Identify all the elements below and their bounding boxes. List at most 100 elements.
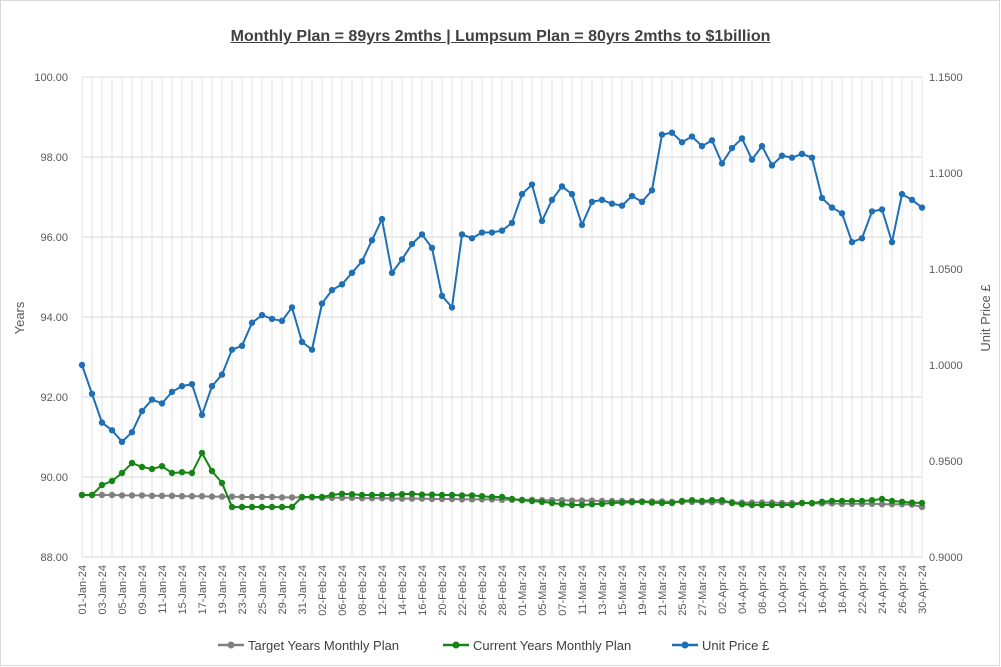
- data-point: [618, 202, 626, 209]
- data-point: [568, 497, 576, 504]
- data-point: [638, 498, 646, 505]
- data-point: [118, 469, 126, 477]
- data-point: [278, 494, 286, 501]
- x-tick-label: 01-Jan-24: [77, 565, 89, 615]
- data-point: [278, 317, 286, 325]
- y-axis-title: Years: [12, 301, 27, 334]
- data-point: [878, 206, 886, 213]
- data-point: [878, 501, 886, 508]
- x-tick-label: 06-Feb-24: [337, 565, 349, 616]
- data-point: [88, 491, 96, 499]
- data-point: [538, 498, 546, 505]
- data-point: [538, 217, 546, 225]
- data-point: [128, 459, 136, 467]
- data-point: [858, 235, 866, 242]
- x-tick-label: 16-Feb-24: [417, 565, 429, 616]
- data-point: [388, 491, 396, 499]
- data-point: [148, 465, 156, 473]
- data-point: [508, 219, 516, 227]
- data-point: [378, 491, 386, 499]
- data-point: [518, 497, 526, 504]
- data-point: [298, 493, 306, 501]
- data-point: [148, 492, 156, 499]
- data-point: [258, 311, 266, 319]
- x-tick-label: 04-Apr-24: [737, 565, 749, 614]
- data-point: [358, 491, 366, 499]
- data-point: [688, 497, 696, 504]
- data-point: [158, 492, 166, 499]
- y-tick-label: 88.00: [40, 552, 68, 564]
- data-point: [168, 469, 176, 477]
- data-point: [178, 382, 186, 390]
- x-tick-label: 21-Mar-24: [657, 565, 669, 616]
- legend-label: Unit Price £: [702, 638, 770, 653]
- data-point: [478, 229, 486, 236]
- data-point: [408, 240, 416, 248]
- data-point: [268, 493, 276, 501]
- data-point: [198, 493, 206, 500]
- x-tick-label: 05-Jan-24: [117, 565, 129, 615]
- y2-tick-label: 0.9000: [929, 552, 963, 564]
- data-point: [158, 463, 166, 470]
- data-point: [748, 156, 756, 163]
- x-tick-label: 30-Apr-24: [917, 565, 929, 614]
- data-point: [668, 499, 676, 507]
- data-point: [798, 150, 806, 157]
- legend-swatch-marker: [681, 641, 689, 649]
- data-point: [308, 346, 316, 353]
- data-point: [828, 204, 836, 211]
- x-tick-label: 18-Apr-24: [837, 565, 849, 614]
- data-point: [838, 210, 846, 217]
- data-point: [828, 497, 836, 505]
- data-point: [748, 501, 756, 509]
- y-tick-label: 100.00: [34, 72, 68, 84]
- data-point: [698, 142, 706, 150]
- x-tick-label: 15-Mar-24: [617, 565, 629, 616]
- data-point: [818, 194, 826, 202]
- y2-tick-label: 1.0500: [929, 264, 963, 276]
- data-point: [818, 498, 826, 505]
- data-point: [158, 400, 166, 407]
- data-point: [238, 342, 246, 349]
- data-point: [778, 501, 786, 509]
- data-point: [108, 427, 116, 434]
- x-tick-label: 20-Feb-24: [437, 565, 449, 616]
- data-point: [868, 497, 876, 504]
- data-point: [588, 501, 596, 508]
- data-point: [318, 300, 326, 307]
- data-point: [128, 429, 136, 436]
- data-point: [718, 497, 726, 504]
- x-tick-label: 26-Apr-24: [897, 565, 909, 614]
- data-point: [798, 499, 806, 507]
- data-point: [688, 133, 696, 140]
- data-point: [138, 463, 146, 471]
- x-tick-label: 29-Jan-24: [277, 565, 289, 615]
- data-point: [168, 492, 176, 499]
- data-point: [228, 346, 236, 353]
- data-point: [568, 190, 576, 198]
- data-point: [338, 281, 346, 288]
- data-point: [338, 490, 346, 497]
- data-point: [868, 208, 876, 215]
- data-point: [268, 315, 276, 323]
- x-tick-label: 08-Apr-24: [757, 565, 769, 614]
- data-point: [468, 235, 476, 242]
- data-point: [228, 493, 236, 500]
- y2-tick-label: 1.0000: [929, 360, 963, 372]
- data-point: [658, 131, 666, 138]
- x-tick-label: 22-Apr-24: [857, 565, 869, 614]
- data-point: [108, 477, 116, 485]
- data-point: [88, 390, 96, 397]
- x-tick-label: 19-Mar-24: [637, 565, 649, 616]
- data-point: [528, 181, 536, 188]
- y-tick-label: 96.00: [40, 232, 68, 244]
- data-point: [528, 497, 536, 505]
- data-point: [788, 501, 796, 509]
- x-tick-label: 23-Jan-24: [237, 565, 249, 615]
- data-point: [138, 492, 146, 499]
- data-point: [228, 503, 236, 511]
- data-point: [898, 190, 906, 198]
- data-point: [128, 492, 136, 499]
- data-point: [708, 137, 716, 144]
